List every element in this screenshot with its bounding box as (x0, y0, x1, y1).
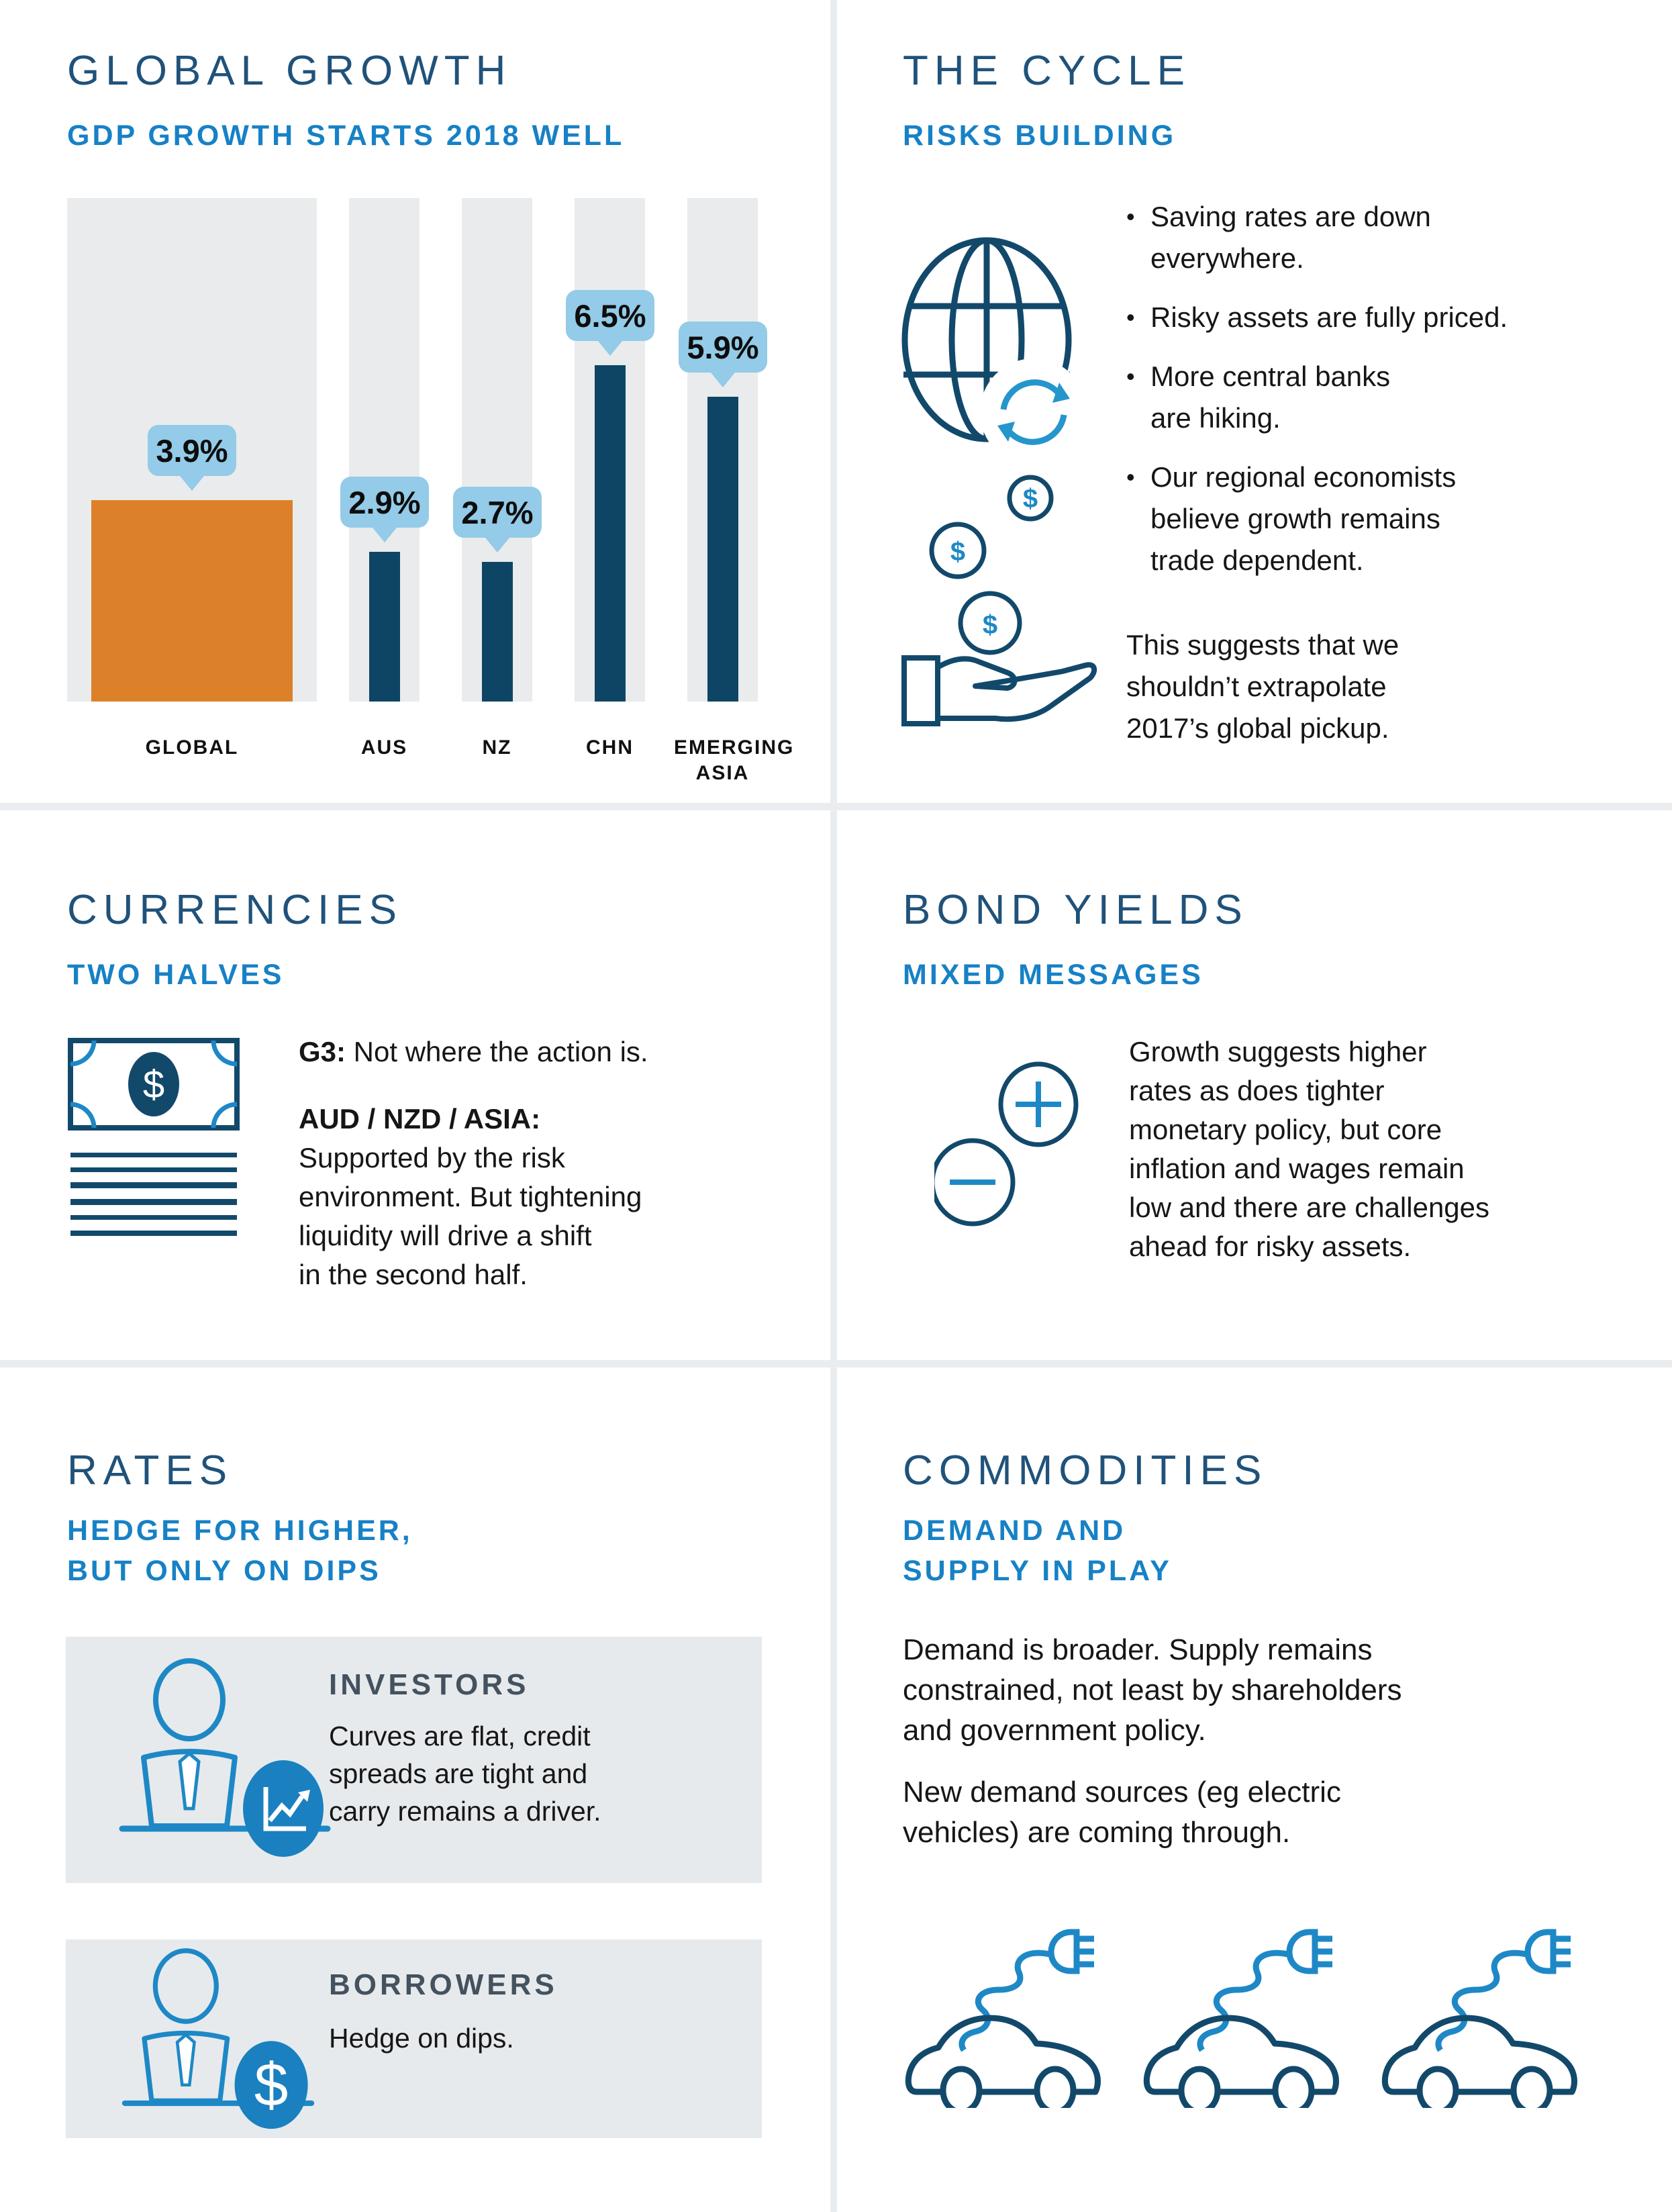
value-callout: 6.5% (566, 290, 654, 356)
currencies-item-text: Not where the action is. (346, 1036, 648, 1067)
axis-label: GLOBAL (145, 736, 239, 759)
value-callout: 5.9% (679, 322, 767, 387)
currencies-subtitle: TWO HALVES (67, 959, 285, 991)
bullet-dot-icon: • (1126, 363, 1135, 390)
investors-heading: INVESTORS (329, 1668, 530, 1701)
electric-car-icon (1138, 1907, 1359, 2108)
currencies-item-lead: G3: (299, 1036, 346, 1067)
plus-minus-icon (934, 1057, 1095, 1232)
bond-yields-title: BOND YIELDS (903, 887, 1248, 933)
commodities-subtitle: DEMAND AND SUPPLY IN PLAY (903, 1514, 1172, 1587)
currencies-text-block: G3: Not where the action is. AUD / NZD /… (299, 1032, 782, 1294)
bar-emerging-asia (707, 397, 738, 702)
global-growth-subtitle: GDP GROWTH STARTS 2018 WELL (67, 119, 625, 152)
the-cycle-title: THE CYCLE (903, 48, 1191, 94)
row-divider-2 (0, 1360, 1672, 1367)
cycle-paragraph: This suggests that we shouldn’t extrapol… (1126, 629, 1399, 744)
axis-label: NZ (482, 736, 512, 759)
cycle-bullet: • Saving rates are down everywhere. (1126, 196, 1657, 279)
bar-global (91, 500, 293, 702)
svg-text:$: $ (143, 1063, 164, 1106)
global-growth-title: GLOBAL GROWTH (67, 48, 512, 94)
cycle-bullet: • Our regional economists believe growth … (1126, 456, 1657, 581)
cycle-bullet: • More central banks are hiking. (1126, 356, 1657, 439)
axis-label: EMERGING ASIA (674, 736, 795, 784)
rates-subtitle: HEDGE FOR HIGHER, BUT ONLY ON DIPS (67, 1514, 413, 1587)
electric-car-icon (1376, 1907, 1597, 2108)
borrowers-text: Hedge on dips. (329, 2023, 514, 2054)
bar-aus (369, 552, 400, 702)
bar-chn (595, 365, 626, 702)
commodities-paragraph-2: New demand sources (eg electric vehicles… (903, 1776, 1341, 1849)
cycle-bullet-text: Our regional economists believe growth r… (1150, 461, 1457, 576)
investor-icon (114, 1658, 336, 1866)
value-callout: 2.9% (340, 477, 429, 542)
bar-nz (482, 562, 513, 702)
borrower-icon: $ (117, 1948, 319, 2137)
currencies-title: CURRENCIES (67, 887, 403, 933)
cycle-bullet-text: Saving rates are down everywhere. (1150, 201, 1431, 274)
banknote-icon: $ (67, 1037, 240, 1239)
commodities-paragraph-1: Demand is broader. Supply remains constr… (903, 1633, 1402, 1747)
cycle-text-block: • Saving rates are down everywhere. • Risky… (1126, 196, 1657, 749)
svg-text:$: $ (950, 537, 965, 567)
investors-text: Curves are flat, credit spreads are tigh… (329, 1721, 601, 1827)
bullet-dot-icon: • (1126, 203, 1135, 230)
bond-yields-paragraph: Growth suggests higher rates as does tig… (1129, 1036, 1490, 1262)
bond-yields-subtitle: MIXED MESSAGES (903, 959, 1203, 991)
electric-car-icon (899, 1907, 1121, 2108)
cycle-bullet-text: More central banks are hiking. (1150, 360, 1391, 434)
axis-label: CHN (586, 736, 634, 759)
cycle-bullet-text: Risky assets are fully priced. (1150, 301, 1508, 333)
currencies-item-lead: AUD / NZD / ASIA: (299, 1103, 541, 1135)
currencies-item-aud: AUD / NZD / ASIA: Supported by the risk … (299, 1100, 782, 1294)
currencies-item-g3: G3: Not where the action is. (299, 1032, 782, 1071)
column-divider (830, 0, 837, 2212)
svg-text:$: $ (1023, 484, 1038, 514)
value-callout: 2.7% (453, 487, 542, 552)
bullet-dot-icon: • (1126, 303, 1135, 331)
value-callout: 3.9% (148, 425, 236, 491)
coins-hand-icon: $ $ $ (896, 456, 1097, 732)
axis-label: AUS (360, 736, 408, 759)
the-cycle-subtitle: RISKS BUILDING (903, 119, 1177, 152)
cycle-bullet-list: • Saving rates are down everywhere. • Risky… (1126, 196, 1657, 599)
globe-cycle-icon (894, 234, 1092, 452)
rates-title: RATES (67, 1447, 234, 1494)
svg-text:$: $ (983, 610, 997, 640)
currencies-item-text: Supported by the risk environment. But t… (299, 1142, 642, 1290)
borrowers-heading: BORROWERS (329, 1968, 558, 2001)
svg-text:$: $ (254, 2052, 289, 2119)
bullet-dot-icon: • (1126, 463, 1135, 491)
commodities-title: COMMODITIES (903, 1447, 1268, 1494)
row-divider-1 (0, 803, 1672, 810)
cycle-bullet: • Risky assets are fully priced. (1126, 297, 1657, 338)
